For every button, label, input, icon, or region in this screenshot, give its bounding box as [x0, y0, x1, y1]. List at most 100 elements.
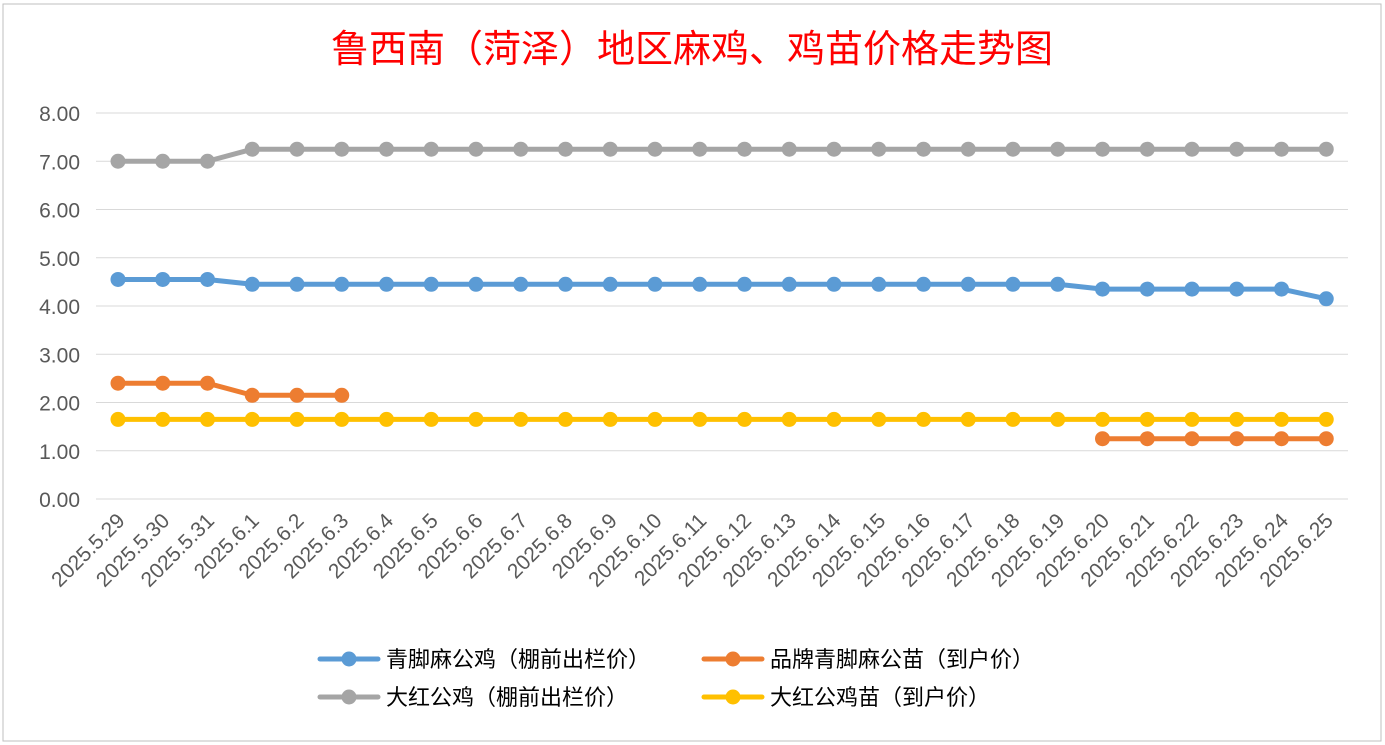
data-point — [1184, 431, 1200, 447]
data-point — [647, 141, 663, 157]
data-point — [1095, 141, 1110, 157]
chart-border — [2, 3, 1382, 742]
legend-item: 大红公鸡苗（到户价） — [701, 686, 990, 711]
legend-marker — [725, 689, 741, 705]
data-point — [602, 141, 618, 157]
data-point — [244, 411, 260, 427]
data-point — [110, 375, 126, 391]
data-point — [1095, 281, 1110, 297]
data-point — [1318, 411, 1334, 427]
data-point — [110, 153, 126, 169]
data-point — [1318, 291, 1334, 307]
data-point — [692, 276, 708, 292]
legend-marker — [341, 689, 357, 705]
data-point — [692, 141, 708, 157]
data-point — [781, 141, 797, 157]
data-point — [289, 411, 305, 427]
data-point — [558, 276, 573, 292]
data-point — [1139, 281, 1155, 297]
legend-label: 大红公鸡苗（到户价） — [770, 686, 990, 711]
data-point — [513, 411, 529, 427]
data-point — [468, 276, 484, 292]
data-point — [468, 141, 484, 157]
y-tick-label: 8.00 — [39, 103, 80, 126]
data-point — [423, 411, 439, 427]
data-point — [826, 276, 842, 292]
legend-label: 青脚麻公鸡（棚前出栏价） — [386, 648, 650, 673]
data-point — [1184, 141, 1200, 157]
gridlines — [96, 112, 1348, 500]
data-point — [1184, 281, 1200, 297]
data-point — [1050, 141, 1066, 157]
chart-title: 鲁西南（菏泽）地区麻鸡、鸡苗价格走势图 — [331, 27, 1053, 71]
data-point — [826, 141, 842, 157]
data-point — [334, 387, 350, 403]
data-point — [1139, 411, 1155, 427]
data-point — [1139, 431, 1155, 447]
data-point — [334, 411, 350, 427]
data-point — [737, 141, 752, 157]
data-point — [1229, 141, 1245, 157]
data-point — [647, 411, 663, 427]
y-tick-label: 0.00 — [39, 489, 80, 512]
data-point — [200, 153, 215, 169]
data-point — [334, 276, 350, 292]
data-point — [916, 276, 931, 292]
legend-marker — [341, 651, 357, 667]
series-line — [115, 146, 1329, 164]
data-point — [602, 276, 618, 292]
legend-label: 品牌青脚麻公苗（到户价） — [770, 648, 1034, 673]
data-point — [244, 387, 260, 403]
data-point — [155, 271, 171, 287]
data-point — [692, 411, 708, 427]
data-point — [334, 141, 350, 157]
data-point — [558, 141, 573, 157]
series-0 — [110, 271, 1334, 307]
data-point — [781, 411, 797, 427]
y-tick-label: 3.00 — [39, 344, 80, 367]
data-point — [826, 411, 842, 427]
data-point — [1229, 431, 1245, 447]
data-point — [916, 411, 931, 427]
data-point — [1274, 431, 1289, 447]
data-point — [110, 271, 126, 287]
data-point — [423, 141, 439, 157]
data-point — [558, 411, 573, 427]
legend-item: 大红公鸡（棚前出栏价） — [317, 686, 628, 711]
series-line — [115, 276, 1329, 302]
series-1 — [110, 375, 1334, 447]
data-point — [200, 375, 215, 391]
data-point — [1005, 276, 1021, 292]
data-point — [960, 276, 976, 292]
data-point — [379, 141, 394, 157]
data-point — [1274, 411, 1289, 427]
data-point — [379, 276, 394, 292]
data-point — [871, 141, 887, 157]
y-tick-label: 4.00 — [39, 296, 80, 319]
y-tick-label: 1.00 — [39, 441, 80, 464]
legend: 青脚麻公鸡（棚前出栏价） 品牌青脚麻公苗（到户价） 大红公鸡（棚前出栏价） 大红公鸡苗… — [317, 648, 1034, 711]
data-point — [1050, 411, 1066, 427]
y-tick-label: 6.00 — [39, 200, 80, 223]
data-point — [1274, 141, 1289, 157]
data-point — [110, 411, 126, 427]
data-point — [155, 153, 171, 169]
legend-item: 品牌青脚麻公苗（到户价） — [701, 648, 1034, 673]
data-point — [1229, 281, 1245, 297]
series-2 — [110, 141, 1334, 169]
data-point — [468, 411, 484, 427]
data-point — [602, 411, 618, 427]
data-point — [871, 411, 887, 427]
data-point — [737, 276, 752, 292]
data-point — [781, 276, 797, 292]
data-point — [379, 411, 394, 427]
legend-marker — [725, 651, 741, 667]
data-point — [1229, 411, 1245, 427]
data-point — [960, 141, 976, 157]
legend-item: 青脚麻公鸡（棚前出栏价） — [317, 648, 650, 673]
data-point — [155, 375, 171, 391]
series-3 — [110, 411, 1334, 427]
data-point — [1005, 411, 1021, 427]
